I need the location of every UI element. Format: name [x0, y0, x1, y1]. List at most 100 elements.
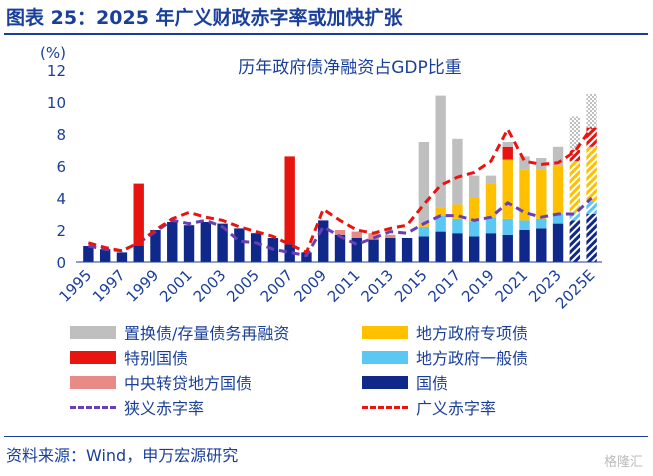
bar-replacement-2023 [552, 146, 564, 166]
legend-swatch-narrow_line [70, 405, 116, 409]
bar-replacement-2015 [418, 142, 430, 224]
legend-item-central_transfer: 中央转贷地方国债 [70, 372, 253, 393]
bar-replacement-2020 [502, 142, 513, 147]
x-tick-label: 2017 [425, 266, 465, 306]
bar-national-2013 [385, 238, 396, 262]
x-tick-label: 1995 [55, 266, 95, 306]
bar-national-2012 [368, 239, 379, 262]
bar-replacement-2019 [485, 175, 497, 184]
bar-national-2000 [167, 222, 178, 262]
bar-national-2023 [552, 223, 564, 262]
bar-replacement-2024 [569, 116, 581, 150]
bar-replacement-2017 [452, 138, 463, 205]
legend-item-national: 国债 [362, 372, 449, 393]
bar-special-1998 [133, 183, 144, 246]
legend-swatch-special [70, 350, 116, 364]
footer-rule [4, 436, 648, 437]
bar-local_general-2017 [452, 218, 463, 234]
bar-replacement-2025E [586, 94, 597, 128]
bar-local_general-2023 [552, 214, 564, 224]
line-broad_line [87, 126, 593, 254]
chart-canvas: 历年政府债净融资占GDP比重 (%) 0 2 4 6 8 10 12 19951997199… [40, 44, 602, 313]
bar-national-2024 [569, 220, 581, 262]
legend-item-narrow_line: 狭义赤字率 [70, 397, 204, 418]
x-tick-label: 2021 [492, 266, 532, 306]
legend-swatch-replacement [70, 325, 116, 339]
x-tick-label: 2011 [324, 266, 364, 306]
bar-local_special-2021 [519, 169, 530, 221]
x-tick-label: 2009 [290, 266, 330, 306]
bar-national-2021 [519, 230, 530, 262]
bar-national-2017 [452, 233, 463, 262]
bar-central_transfer-2011 [351, 231, 362, 238]
legend-label-local_general: 地方政府一般债 [416, 349, 529, 368]
bar-series [83, 94, 597, 262]
bar-national-2008 [301, 252, 312, 262]
y-tick-label: 2 [56, 222, 66, 240]
bar-local_special-2018 [468, 198, 480, 222]
bar-national-2003 [217, 223, 228, 262]
source-note: 资料来源：Wind，申万宏源研究 [6, 446, 239, 465]
x-tick-label: 1997 [89, 266, 129, 306]
bar-national-1995 [83, 246, 94, 262]
bar-local_special-2025E [586, 146, 597, 202]
bar-special-2007 [284, 156, 295, 245]
bar-national-2002 [200, 222, 212, 262]
bar-national-2009 [318, 220, 329, 262]
chart-title: 历年政府债净融资占GDP比重 [238, 58, 462, 78]
bar-national-2018 [468, 236, 480, 262]
y-tick-label: 8 [56, 126, 66, 144]
bar-local_special-2024 [569, 161, 581, 213]
title-rule [4, 33, 648, 35]
bar-national-2011 [351, 238, 362, 262]
bar-national-2022 [536, 228, 547, 262]
bar-local_special-2020 [502, 159, 513, 219]
bar-local_general-2025E [586, 201, 597, 214]
y-tick-label: 6 [56, 158, 66, 176]
bar-local_special-2022 [536, 169, 547, 219]
legend-swatch-local_general [362, 350, 408, 364]
legend-swatch-local_special [362, 325, 408, 339]
y-tick-label: 10 [47, 94, 66, 112]
legend-swatch-national [362, 375, 408, 389]
watermark: 格隆汇 [603, 455, 643, 470]
legend-label-national: 国债 [416, 374, 449, 393]
bar-local_special-2019 [485, 183, 497, 218]
bar-national-1998 [133, 246, 144, 262]
bar-national-1996 [99, 249, 111, 262]
bar-national-2004 [234, 228, 245, 262]
y-tick-label: 4 [56, 190, 66, 208]
bar-national-2015 [418, 236, 430, 262]
bar-local_special-2023 [552, 166, 564, 214]
bar-national-1997 [116, 252, 128, 262]
y-axis-unit: (%) [40, 44, 66, 62]
bar-national-2014 [401, 238, 413, 262]
x-axis: 1995199719992001200320052007200920112013… [55, 266, 598, 312]
legend-label-central_transfer: 中央转贷地方国债 [124, 374, 253, 393]
x-tick-label: 2019 [458, 266, 498, 306]
bar-national-2025E [586, 214, 597, 262]
bar-special-2020 [502, 146, 513, 160]
x-tick-label: 2003 [190, 266, 230, 306]
bar-local_special-2017 [452, 204, 463, 219]
bar-national-1999 [150, 230, 161, 262]
bar-national-2010 [334, 234, 346, 262]
bar-local_general-2019 [485, 217, 497, 234]
y-tick-label: 12 [47, 62, 66, 80]
x-tick-label: 2001 [156, 266, 196, 306]
bar-replacement-2021 [519, 156, 530, 170]
bar-national-2019 [485, 233, 497, 262]
bar-local_general-2022 [536, 218, 547, 229]
x-tick-label: 2005 [223, 266, 263, 306]
line-series [87, 126, 593, 258]
bar-local_general-2021 [519, 220, 530, 230]
bar-local_general-2016 [435, 215, 446, 232]
legend-item-local_special: 地方政府专项债 [362, 322, 528, 343]
figure-title: 图表 25：2025 年广义财政赤字率或加快扩张 [6, 7, 403, 29]
x-tick-label: 2013 [357, 266, 397, 306]
legend-swatch-central_transfer [70, 375, 116, 389]
bar-replacement-2018 [468, 175, 480, 198]
x-tick-label: 1999 [123, 266, 163, 306]
bar-national-2005 [250, 233, 262, 262]
legend-item-broad_line: 广义赤字率 [362, 397, 496, 418]
